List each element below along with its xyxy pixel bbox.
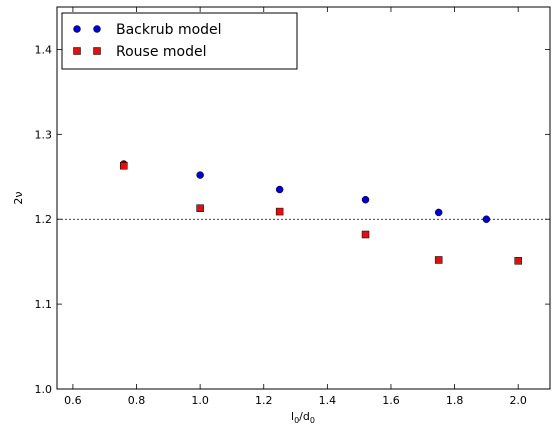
x-axis-label-sub2: 0 bbox=[310, 416, 315, 425]
rouse-point bbox=[361, 230, 370, 239]
rouse-point bbox=[196, 204, 204, 212]
legend-marker-rouse bbox=[73, 47, 81, 55]
x-axis-label-sub1: 0 bbox=[294, 416, 299, 425]
backrub-point bbox=[434, 208, 443, 217]
y-tick-label: 1.1 bbox=[35, 298, 53, 311]
backrub-point bbox=[361, 195, 370, 204]
x-tick-label: 1.0 bbox=[191, 394, 209, 407]
backrub-point bbox=[275, 185, 284, 194]
y-tick-label: 1.4 bbox=[35, 43, 53, 56]
legend-marker-backrub bbox=[73, 25, 81, 33]
x-tick-label: 0.6 bbox=[64, 394, 82, 407]
backrub-point bbox=[196, 171, 204, 179]
plot-frame bbox=[56, 6, 551, 390]
x-tick-label: 1.8 bbox=[446, 394, 464, 407]
y-tick-label: 1.2 bbox=[35, 213, 53, 226]
backrub-point bbox=[482, 215, 491, 223]
y-tick-label: 1.0 bbox=[35, 383, 53, 396]
rouse-point bbox=[514, 257, 522, 265]
rouse-point bbox=[120, 161, 128, 170]
legend-marker-rouse-2 bbox=[93, 47, 101, 55]
axis-ticks: 0.6 0.8 1.0 1.2 1.4 1.6 1.8 2.0 1.0 1.1 1.2 1.3 1.4 bbox=[35, 7, 550, 407]
x-axis-label-mid: /d bbox=[299, 410, 310, 423]
legend-frame bbox=[61, 12, 298, 70]
data-marks bbox=[120, 160, 522, 265]
legend-label-backrub: Backrub model bbox=[116, 22, 222, 38]
legend-marker-backrub-2 bbox=[93, 25, 101, 33]
plot-background bbox=[57, 7, 550, 389]
y-tick-label: 1.3 bbox=[35, 128, 53, 141]
legend-label-rouse: Rouse model bbox=[116, 44, 207, 60]
x-tick-label: 1.6 bbox=[382, 394, 400, 407]
rouse-point bbox=[275, 207, 284, 216]
y-axis-label: 2ν bbox=[12, 191, 25, 204]
rouse-point bbox=[434, 256, 443, 264]
legend: Backrub model Rouse model bbox=[61, 12, 298, 70]
x-tick-label: 1.2 bbox=[255, 394, 273, 407]
x-tick-label: 0.8 bbox=[128, 394, 146, 407]
x-tick-label: 2.0 bbox=[509, 394, 527, 407]
x-axis-label: l0/d0 bbox=[291, 410, 315, 425]
x-tick-label: 1.4 bbox=[319, 394, 337, 407]
x-axis-label-main: l bbox=[291, 410, 294, 423]
